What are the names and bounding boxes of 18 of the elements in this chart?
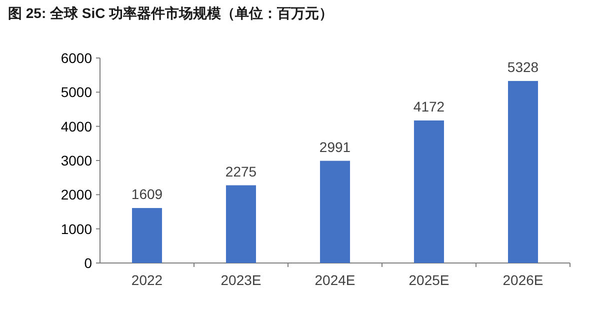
x-tick-label: 2022 xyxy=(131,272,163,288)
x-tick-label: 2025E xyxy=(408,272,450,288)
data-label: 4172 xyxy=(413,98,445,114)
x-tick-label: 2024E xyxy=(314,272,356,288)
data-label: 2991 xyxy=(319,138,351,155)
y-tick-label: 5000 xyxy=(60,84,92,100)
data-label: 2275 xyxy=(225,163,257,180)
data-label: 5328 xyxy=(507,58,539,75)
chart-title: 图 25: 全球 SiC 功率器件市场规模（单位：百万元） xyxy=(8,5,334,21)
y-tick-label: 3000 xyxy=(60,152,92,168)
y-tick-label: 1000 xyxy=(60,220,92,237)
x-tick-label: 2023E xyxy=(220,272,262,288)
y-tick-label: 6000 xyxy=(60,50,92,66)
y-tick-label: 0 xyxy=(84,255,92,271)
y-tick-label: 4000 xyxy=(60,118,92,134)
data-label: 1609 xyxy=(131,186,163,202)
y-tick-label: 2000 xyxy=(60,186,92,203)
x-tick-label: 2026E xyxy=(502,272,544,288)
